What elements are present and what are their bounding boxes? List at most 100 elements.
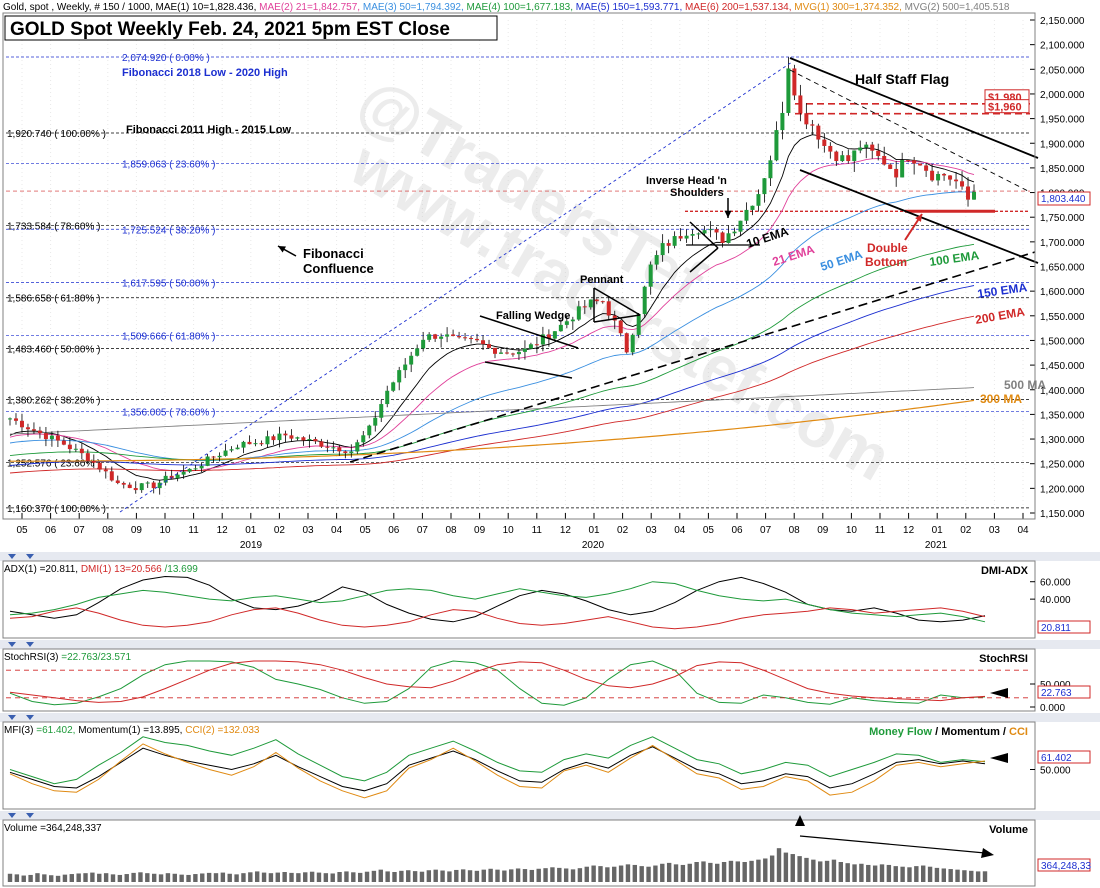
- volume-bar: [323, 873, 329, 882]
- volume-bar: [227, 873, 232, 882]
- panel-divider[interactable]: [0, 552, 1100, 561]
- volume-bar: [625, 864, 631, 882]
- collapse-arrow-icon[interactable]: [8, 554, 16, 559]
- volume-bar: [193, 874, 198, 882]
- volume-bar: [522, 869, 528, 882]
- volume-bar: [179, 874, 184, 882]
- candle-body: [918, 163, 923, 166]
- pennant-lower: [593, 314, 641, 323]
- volume-bar: [804, 857, 809, 882]
- volume-bar: [550, 867, 555, 882]
- candle-body: [133, 488, 138, 491]
- collapse-arrow-icon[interactable]: [26, 813, 34, 818]
- volume-bar: [364, 871, 370, 882]
- series-line-money-flow: [9, 736, 986, 785]
- subpanel-last-value: 364,248,33: [1041, 861, 1091, 872]
- annotation-ma500: 500 MA: [1004, 378, 1046, 392]
- volume-bar: [316, 872, 322, 882]
- volume-bar: [962, 870, 967, 882]
- candle-body: [708, 229, 713, 231]
- volume-bar: [914, 866, 919, 882]
- candle-body: [85, 453, 90, 461]
- candle-body: [367, 425, 372, 436]
- volume-bar: [399, 870, 404, 882]
- candle-body: [906, 160, 911, 162]
- candle-body: [97, 462, 102, 470]
- candle-body: [325, 446, 330, 448]
- time-axis[interactable]: 05 06 07 08 09 10 11 12 01 02 03 04 05 06 07 08 09 10 11 12…: [3, 513, 1035, 551]
- volume-bar: [495, 869, 500, 882]
- pennant-upper: [593, 287, 641, 316]
- header-indicator-2: MAE(3) 50=1,794.392,: [363, 2, 467, 13]
- volume-bar: [392, 872, 397, 882]
- volume-bar: [893, 866, 898, 882]
- month-tick-label: 05: [16, 525, 28, 536]
- candle-body: [355, 442, 360, 452]
- candle-body: [822, 139, 827, 146]
- annotation-fib-confluence-1: Fibonacci: [303, 246, 364, 261]
- volume-bar: [941, 868, 947, 882]
- panel-divider[interactable]: [0, 640, 1100, 649]
- candle-body: [912, 160, 917, 164]
- subpanel-last-value: 61.402: [1041, 753, 1072, 764]
- candle-body: [25, 427, 30, 430]
- month-tick-label: 11: [875, 525, 886, 536]
- annotation-falling-wedge: Falling Wedge: [496, 310, 570, 322]
- candle-body: [151, 482, 156, 489]
- candle-body: [552, 331, 557, 339]
- volume-bar: [680, 864, 686, 882]
- volume-bar: [584, 866, 589, 882]
- volume-bar: [467, 870, 473, 882]
- collapse-arrow-icon[interactable]: [26, 715, 34, 720]
- panel-divider[interactable]: [0, 811, 1100, 820]
- chart-title: GOLD Spot Weekly Feb. 24, 2021 5pm EST C…: [10, 19, 450, 40]
- trend-lines: [119, 57, 1039, 513]
- signal-arrow-icon: [990, 688, 1008, 698]
- collapse-arrow-icon[interactable]: [8, 642, 16, 647]
- volume-bar: [900, 866, 905, 882]
- header-indicator-5: MAE(6) 200=1,537.134,: [685, 2, 794, 13]
- month-tick-label: 03: [989, 525, 1001, 536]
- candle-body: [648, 264, 653, 287]
- ihs-shoulder-left: [689, 221, 719, 249]
- candle-body: [481, 340, 486, 345]
- candle-body: [181, 471, 186, 475]
- header-indicator-4: MAE(5) 150=1,593.771,: [576, 2, 685, 13]
- volume-bar: [907, 867, 912, 882]
- volume-bar: [460, 869, 466, 882]
- volume-bar: [618, 865, 624, 882]
- volume-bar: [632, 864, 638, 882]
- volume-bar: [248, 872, 253, 882]
- candle-body: [966, 186, 971, 200]
- panel-divider[interactable]: [0, 713, 1100, 722]
- volume-bar: [783, 852, 789, 882]
- collapse-arrow-icon[interactable]: [8, 813, 16, 818]
- panel-dividers[interactable]: [0, 552, 1100, 820]
- volume-bar: [612, 866, 617, 882]
- collapse-arrow-icon[interactable]: [8, 715, 16, 720]
- candle-body: [385, 390, 390, 405]
- candle-body: [810, 124, 815, 126]
- candle-body: [828, 145, 833, 152]
- month-tick-label: 08: [102, 525, 114, 536]
- annotation-inverse-hs-1: Inverse Head 'n: [646, 175, 727, 187]
- candle-body: [205, 456, 210, 466]
- ma-line-10-ema: [9, 134, 975, 481]
- month-tick-label: 12: [560, 525, 572, 536]
- candle-body: [858, 147, 863, 151]
- volume-bar: [921, 865, 926, 882]
- candle-body: [8, 418, 12, 420]
- annotation-double-bottom-2: Bottom: [865, 255, 907, 269]
- subpanel-legend: StochRSI(3) =22.763/23.571: [4, 652, 131, 663]
- fib-confluence-arrow-head: [278, 246, 286, 253]
- candle-body: [714, 229, 719, 233]
- volume-bar: [28, 874, 33, 882]
- volume-bar: [21, 875, 26, 882]
- collapse-arrow-icon[interactable]: [26, 642, 34, 647]
- volume-peak-arrow-icon: [795, 815, 805, 826]
- candle-body: [534, 344, 539, 346]
- candle-body: [271, 436, 276, 441]
- volume-bar: [7, 873, 13, 882]
- volume-bar: [289, 872, 294, 882]
- collapse-arrow-icon[interactable]: [26, 554, 34, 559]
